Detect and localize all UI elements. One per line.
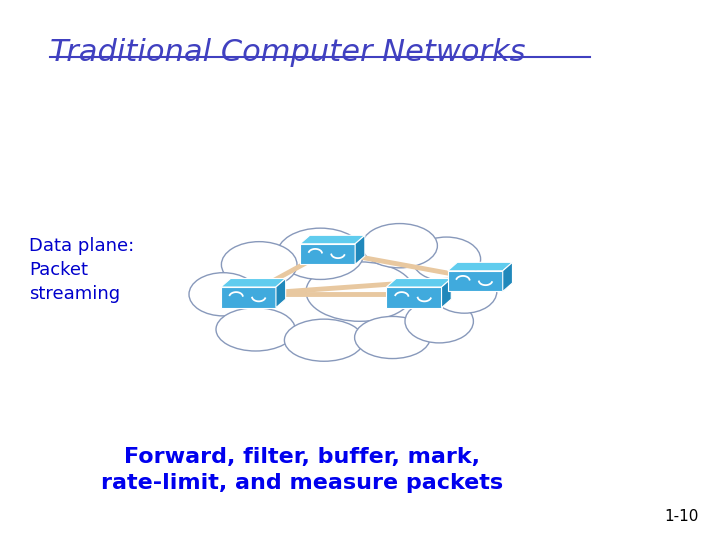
Polygon shape <box>503 262 513 292</box>
Polygon shape <box>355 235 365 265</box>
Polygon shape <box>448 262 513 271</box>
Ellipse shape <box>189 273 258 316</box>
Ellipse shape <box>284 319 364 361</box>
Text: 1-10: 1-10 <box>664 509 698 524</box>
Ellipse shape <box>405 300 474 343</box>
Ellipse shape <box>362 224 438 268</box>
Text: Forward, filter, buffer, mark,
rate-limit, and measure packets: Forward, filter, buffer, mark, rate-limi… <box>102 447 503 493</box>
Polygon shape <box>276 279 286 308</box>
Text: Data plane:
Packet
streaming: Data plane: Packet streaming <box>29 238 134 302</box>
Ellipse shape <box>306 262 414 321</box>
Polygon shape <box>448 271 503 292</box>
Ellipse shape <box>222 242 297 287</box>
Polygon shape <box>221 279 286 287</box>
Polygon shape <box>387 287 441 308</box>
Polygon shape <box>221 287 276 308</box>
Polygon shape <box>300 235 365 244</box>
Ellipse shape <box>432 270 497 313</box>
Ellipse shape <box>277 228 364 280</box>
Ellipse shape <box>216 308 295 351</box>
Polygon shape <box>441 279 451 308</box>
Polygon shape <box>387 279 451 287</box>
Polygon shape <box>300 244 355 265</box>
Ellipse shape <box>412 237 481 281</box>
Ellipse shape <box>355 316 431 359</box>
Text: Traditional Computer Networks: Traditional Computer Networks <box>50 38 526 67</box>
